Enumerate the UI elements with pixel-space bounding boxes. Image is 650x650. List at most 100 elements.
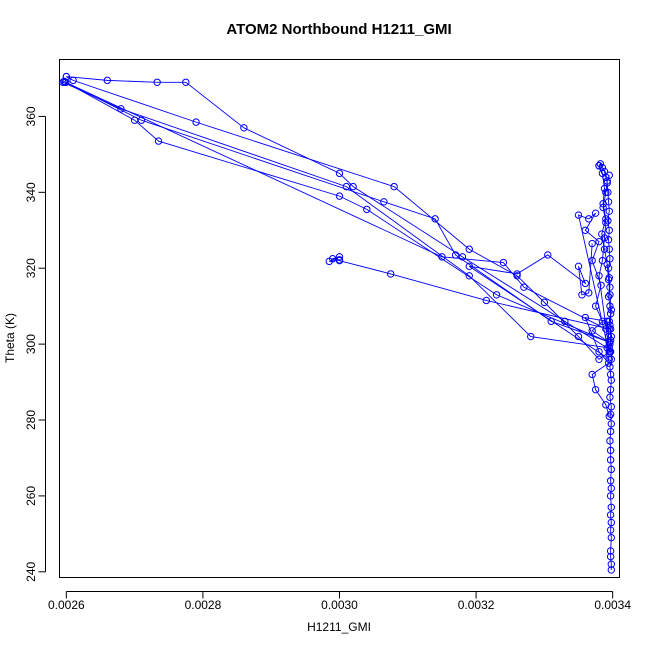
data-point [387,270,395,278]
data-point [574,262,583,271]
data-point [431,215,439,223]
data-point [574,211,583,219]
data-point [605,226,613,234]
data-point [492,291,501,299]
data-point [604,236,613,244]
data-point [585,289,593,297]
data-point [578,291,586,299]
x-tick-label: 0.0026 [48,598,85,612]
series-line [577,212,610,354]
data-point [597,281,605,289]
data-point [602,325,610,333]
data-point [606,363,614,371]
data-point [606,511,615,519]
data-point [599,203,607,212]
data-point [598,169,607,178]
data-point [599,200,607,208]
data-point [588,239,596,248]
series-line [66,76,612,360]
y-tick-label: 260 [24,486,38,506]
data-point [499,258,508,267]
data-point [581,313,590,322]
data-point [154,137,163,145]
data-point [606,427,615,436]
data-point [451,251,460,259]
data-point [606,552,615,561]
data-point [465,245,473,253]
data-point [603,260,611,269]
data-point [595,348,603,356]
data-point [605,355,613,363]
series-line [598,175,610,352]
y-tick-label: 280 [24,410,38,430]
x-tick-label: 0.0034 [594,598,631,612]
data-point [605,344,613,352]
data-point [598,317,607,326]
y-tick-label: 320 [24,258,38,278]
data-point [182,78,190,86]
data-point [591,385,600,394]
data-point [600,167,609,176]
data-point [363,205,371,214]
data-point [604,292,613,301]
data-point [604,275,613,284]
y-tick-label: 240 [24,561,38,581]
data-point [607,465,615,474]
data-point [513,270,521,278]
data-point [581,226,590,234]
data-point [591,209,600,217]
data-point [606,393,614,401]
data-point [606,283,614,291]
data-point [458,253,467,261]
x-tick-label: 0.0028 [185,598,222,612]
x-axis: 0.0026 0.0028 0.0030 0.0032 0.0034 [48,591,631,612]
data-point [60,77,68,86]
data-point [606,385,615,394]
data-point [438,253,446,261]
data-point [380,198,388,206]
data-point [335,256,344,264]
data-point [544,251,552,259]
y-tick-label: 360 [24,106,38,126]
y-axis-title: Theta (K) [3,313,17,363]
data-point [606,370,615,379]
data-point [62,72,71,81]
chart-title: ATOM2 Northbound H1211_GMI [226,21,451,38]
data-point [606,446,615,455]
data-point [595,162,603,170]
data-point [595,355,603,363]
data-point [588,256,596,265]
data-point [607,503,615,511]
data-point [600,234,609,242]
data-point [604,332,613,341]
data-point [61,78,70,86]
data-point [581,279,590,288]
data-point [602,401,610,409]
data-point [606,492,615,500]
data-point [325,257,333,266]
data-point [607,566,615,574]
data-point [606,547,615,555]
data-point [527,332,535,341]
data-point [465,262,473,271]
data-point [602,188,610,197]
data-point [342,182,351,191]
data-point [605,338,613,346]
data-point [607,420,615,428]
data-point [540,298,549,307]
data-point [600,245,609,253]
data-point [604,359,613,367]
data-point [605,207,613,215]
data-point [607,533,615,542]
series-line [65,81,607,330]
data-point [117,105,125,113]
data-point [605,325,613,333]
data-point [595,237,603,246]
data-point [607,560,615,568]
data-point [137,116,146,124]
x-tick-label: 0.0032 [458,598,495,612]
data-point [153,78,161,86]
data-point [602,215,610,223]
data-point [465,272,473,280]
